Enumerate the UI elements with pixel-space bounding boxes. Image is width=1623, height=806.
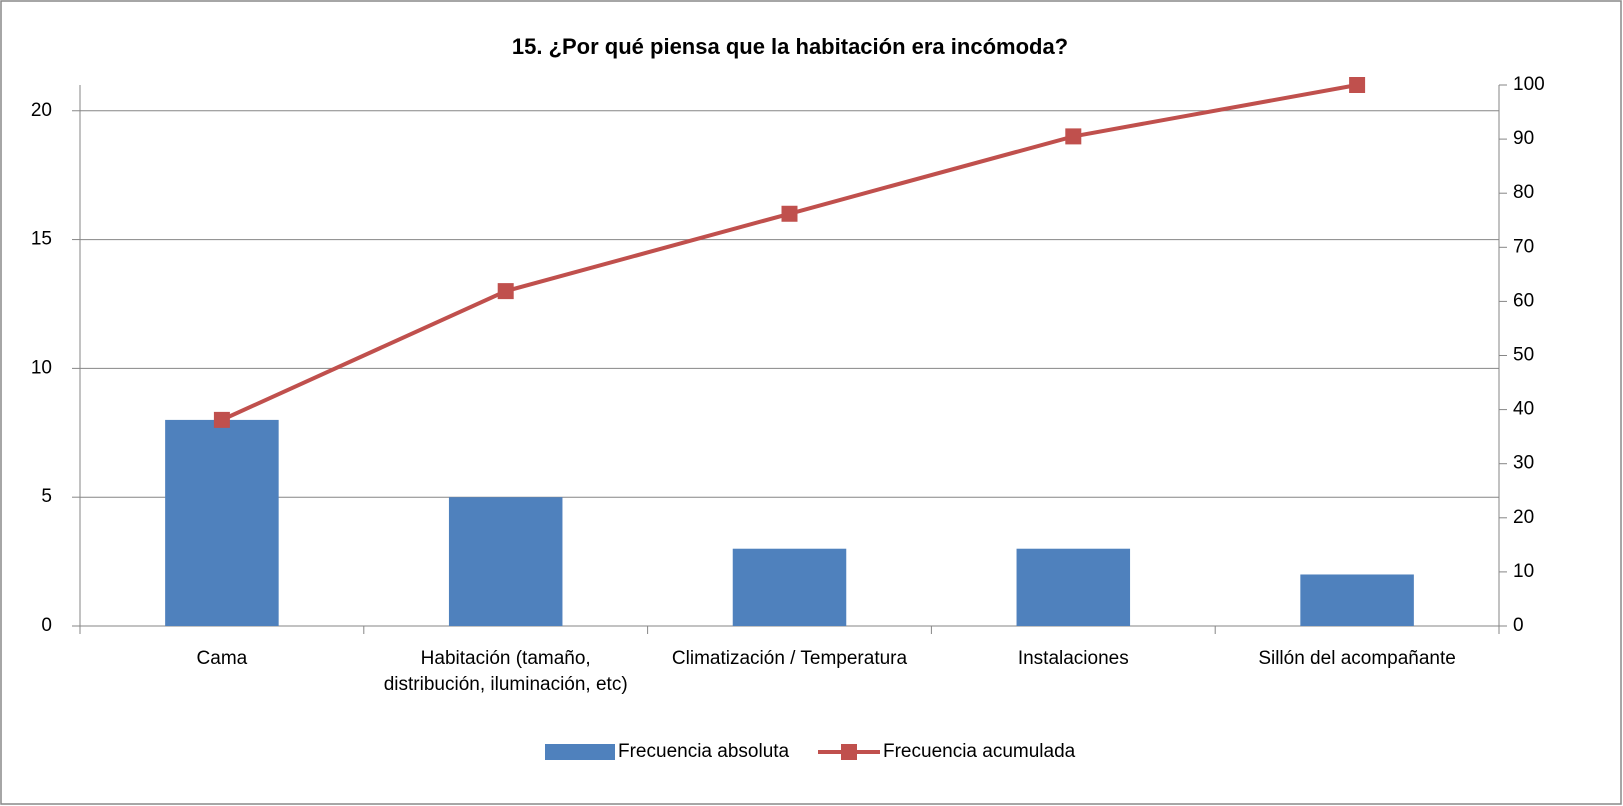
y2-tick-label: 0	[1513, 615, 1524, 636]
y2-tick-label: 40	[1513, 399, 1534, 420]
bar	[1016, 548, 1131, 626]
bar	[448, 497, 563, 626]
x-tick-label: Climatización / Temperatura	[671, 648, 908, 669]
y-tick-label: 5	[41, 486, 52, 507]
y2-tick-label: 70	[1513, 236, 1534, 257]
y-tick-label: 20	[31, 100, 52, 121]
y2-tick-label: 10	[1513, 561, 1534, 582]
y2-tick-label: 30	[1513, 453, 1534, 474]
bar	[732, 548, 847, 626]
bar	[165, 419, 279, 626]
line-marker	[781, 205, 798, 222]
y-tick-label: 0	[41, 615, 52, 636]
y2-tick-label: 50	[1513, 345, 1534, 366]
x-tick-label: Cama	[196, 648, 248, 669]
y2-tick-label: 90	[1513, 128, 1534, 149]
x-tick-label: Instalaciones	[1017, 648, 1129, 669]
legend-marker	[841, 744, 857, 760]
chart-title: 15. ¿Por qué piensa que la habitación er…	[512, 34, 1068, 59]
line-marker	[1349, 77, 1366, 93]
line-marker	[497, 283, 514, 300]
legend-swatch	[545, 744, 615, 760]
legend-label: Frecuencia acumulada	[883, 741, 1076, 762]
line-marker	[213, 411, 230, 428]
y2-tick-label: 80	[1513, 182, 1534, 203]
bar	[1300, 574, 1414, 626]
line-marker	[1065, 128, 1082, 145]
y-tick-label: 10	[31, 357, 52, 378]
y-tick-label: 15	[31, 229, 52, 250]
y2-tick-label: 100	[1513, 74, 1545, 95]
x-tick-label: Habitación (tamaño, distribución, ilumin…	[383, 648, 628, 695]
x-tick-label: Sillón del acompañante	[1258, 648, 1456, 669]
y2-tick-label: 60	[1513, 290, 1534, 311]
y2-tick-label: 20	[1513, 507, 1534, 528]
legend-label: Frecuencia absoluta	[618, 741, 790, 762]
